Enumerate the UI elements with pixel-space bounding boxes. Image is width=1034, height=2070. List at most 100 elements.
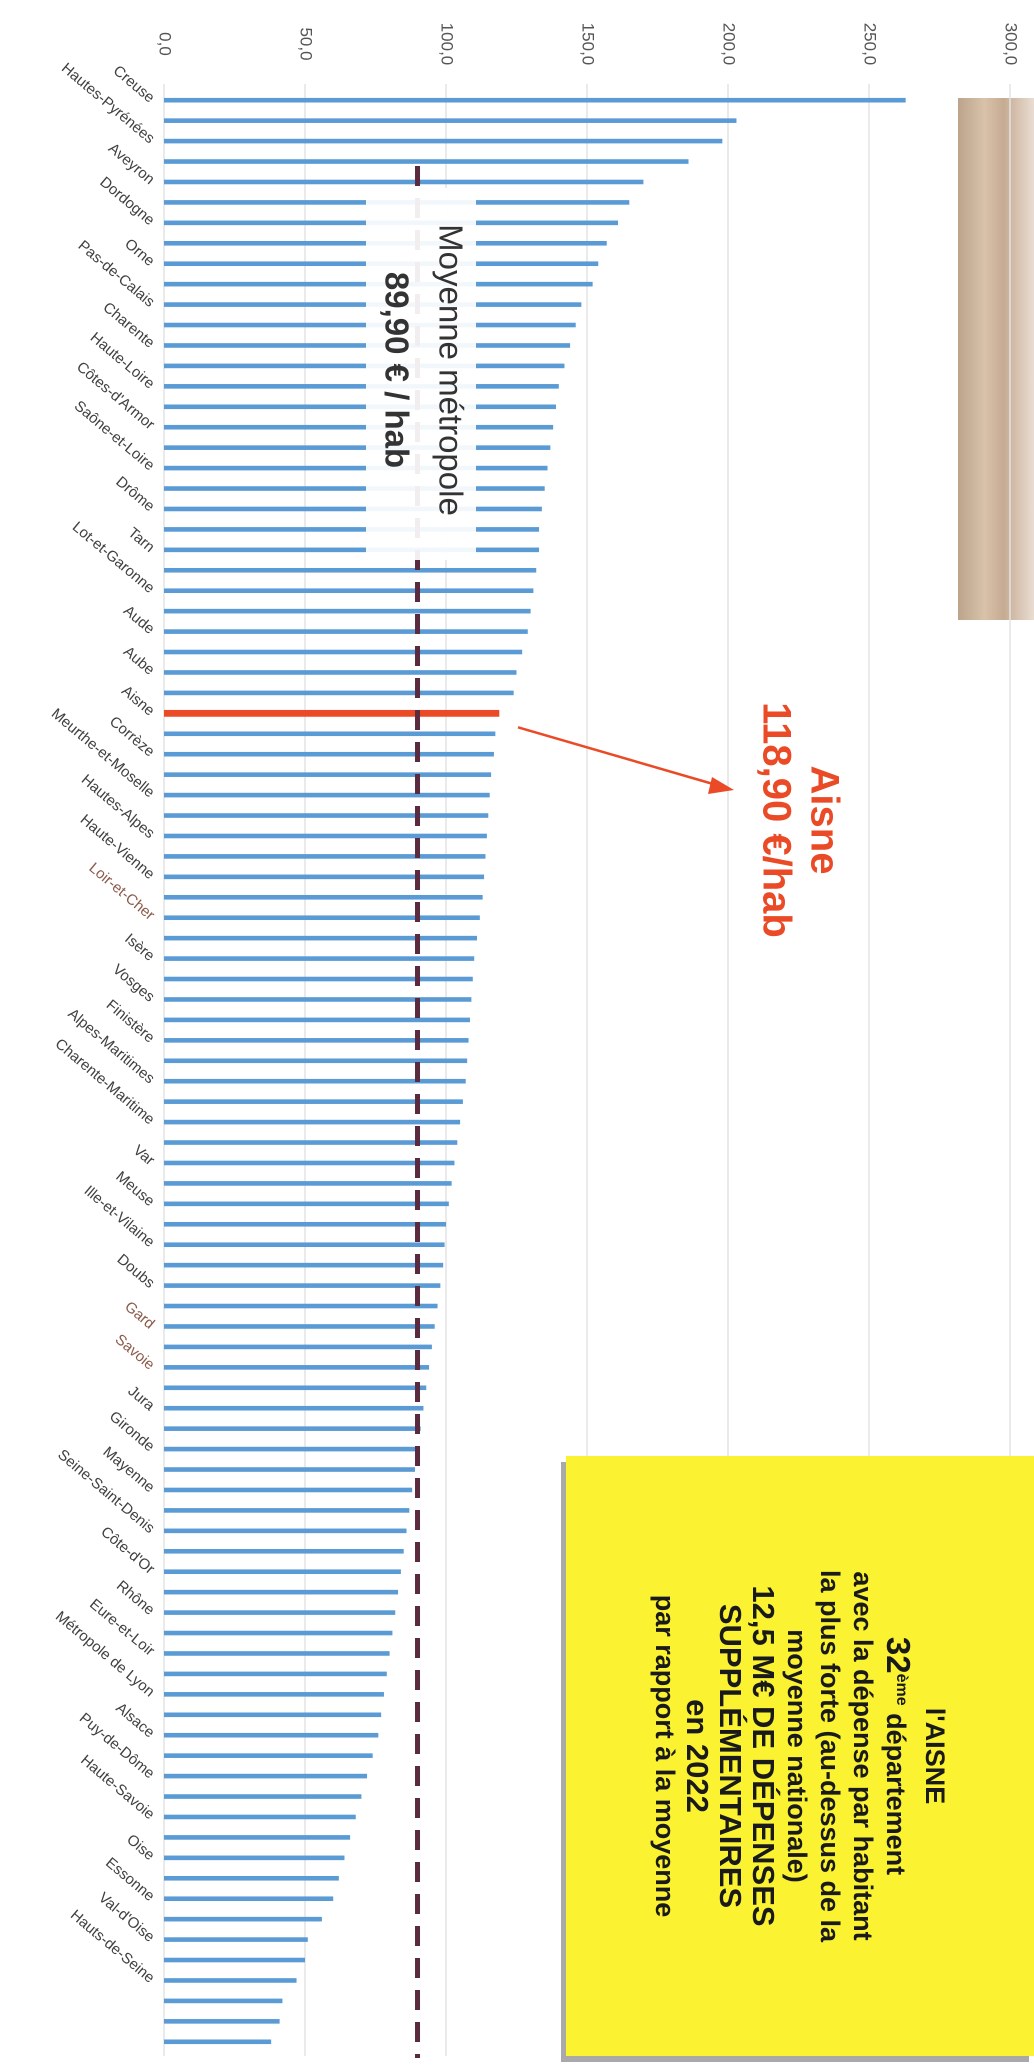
bar xyxy=(164,670,517,675)
bar xyxy=(164,935,478,941)
bar xyxy=(164,1365,430,1370)
bar xyxy=(164,690,514,696)
bar xyxy=(164,1140,458,1145)
bar xyxy=(164,486,545,491)
bar xyxy=(164,1937,308,1942)
bar xyxy=(164,731,496,737)
callout-big-1: 12,5 M€ DE DÉPENSES xyxy=(746,1585,782,1927)
callout-rank-suffix: ème xyxy=(893,1673,911,1706)
bar xyxy=(164,1508,410,1513)
bar xyxy=(164,1569,401,1575)
callout-rank-rest: département xyxy=(881,1705,912,1876)
bar xyxy=(164,1283,441,1288)
bar xyxy=(164,424,554,430)
bar xyxy=(164,1262,444,1268)
bar xyxy=(164,813,489,818)
bar xyxy=(164,159,689,164)
bar xyxy=(164,506,542,512)
bar xyxy=(164,1344,432,1350)
highlight-arrow-head xyxy=(708,777,734,794)
category-label: Meuse xyxy=(112,1168,157,1210)
callout-line-1: l'AISNE xyxy=(920,1707,951,1805)
bar xyxy=(164,1998,283,2004)
bar xyxy=(164,1201,449,1207)
bar xyxy=(164,179,644,185)
callout-line-3: avec la dépense par habitant xyxy=(848,1571,879,1941)
bar xyxy=(164,1855,345,1861)
bar xyxy=(164,588,534,594)
highlight-label-line2: 118,90 €/hab xyxy=(754,702,798,938)
category-label: Rhône xyxy=(113,1577,158,1618)
average-label-background xyxy=(366,188,476,560)
bar xyxy=(164,894,483,900)
bar xyxy=(164,1916,322,1922)
y-tick-label: 0,0 xyxy=(156,32,175,56)
bar xyxy=(164,1119,461,1125)
category-label: Hauts-de-Seine xyxy=(67,1907,158,1987)
bar xyxy=(164,1753,373,1758)
bar xyxy=(164,915,480,921)
bar xyxy=(164,1957,305,1963)
bar xyxy=(164,445,551,450)
bar xyxy=(164,1099,463,1104)
category-label: Alsace xyxy=(112,1699,157,1741)
y-tick-label: 250,0 xyxy=(861,23,880,66)
bar xyxy=(164,1038,469,1043)
category-label: Savoie xyxy=(112,1331,158,1374)
bar xyxy=(164,2039,272,2045)
callout-big-2: SUPPLÉMENTAIRES xyxy=(713,1603,749,1909)
bar xyxy=(164,1405,424,1411)
bar xyxy=(164,404,556,410)
bar xyxy=(164,97,906,103)
bar xyxy=(164,1446,418,1452)
bar xyxy=(164,956,475,961)
average-label-line1: Moyenne métropole xyxy=(432,224,469,516)
bar xyxy=(164,997,472,1002)
bar xyxy=(164,1548,404,1554)
bar xyxy=(164,1875,339,1881)
callout-line-9: par rapport à la moyenne xyxy=(650,1594,681,1918)
bar xyxy=(164,1058,468,1064)
bar xyxy=(164,1814,356,1820)
bar xyxy=(164,1017,470,1023)
callout-line-5: moyenne nationale) xyxy=(782,1629,813,1883)
category-label: Drôme xyxy=(112,473,157,515)
callout-rank-line: 32ème département xyxy=(880,1637,919,1875)
info-callout: l'AISNE 32ème département avec la dépens… xyxy=(566,1456,1034,2056)
photo-strip xyxy=(958,98,1034,620)
y-tick-label: 100,0 xyxy=(438,23,457,66)
bar xyxy=(164,976,473,982)
bar xyxy=(164,1426,421,1431)
bar xyxy=(164,1978,297,1983)
bar xyxy=(164,1324,435,1329)
bar xyxy=(164,2019,280,2024)
bar xyxy=(164,1794,362,1799)
y-tick-label: 150,0 xyxy=(579,23,598,66)
bar xyxy=(164,1242,445,1248)
category-label: Var xyxy=(130,1142,158,1169)
category-label: Lot-et-Garonne xyxy=(69,518,158,596)
highlight-label-line1: Aisne xyxy=(802,766,846,875)
bar xyxy=(164,649,523,655)
bar xyxy=(164,1385,427,1391)
callout-line-4: la plus forte (au-dessus de la xyxy=(815,1569,846,1943)
bar xyxy=(164,1589,399,1595)
category-label: Gard xyxy=(121,1298,157,1332)
bar xyxy=(164,1221,446,1227)
bar xyxy=(164,1487,413,1493)
bar xyxy=(164,138,723,144)
category-label: Oise xyxy=(123,1831,158,1864)
bar xyxy=(164,1692,384,1697)
callout-rank-number: 32 xyxy=(880,1636,918,1674)
bar xyxy=(164,854,486,859)
bar xyxy=(164,384,559,389)
y-tick-label: 200,0 xyxy=(720,23,739,66)
callout-big-3: en 2022 xyxy=(680,1699,716,1813)
category-label: Isère xyxy=(121,930,157,964)
bar xyxy=(164,792,490,798)
bar xyxy=(164,1712,382,1718)
category-label: Aube xyxy=(120,643,158,679)
bar-highlight xyxy=(164,709,500,717)
bar xyxy=(164,118,737,123)
